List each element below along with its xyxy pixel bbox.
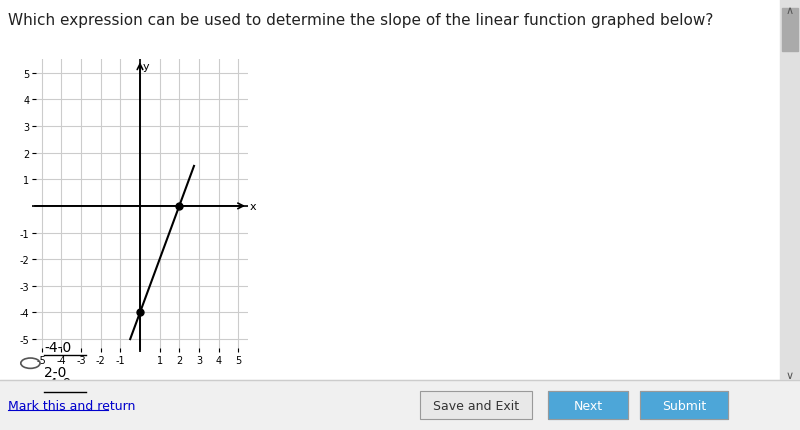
Text: 2-0: 2-0 (44, 366, 66, 379)
Text: Which expression can be used to determine the slope of the linear function graph: Which expression can be used to determin… (8, 13, 714, 28)
Text: -4-0: -4-0 (44, 340, 71, 354)
Text: y: y (143, 61, 150, 71)
Text: Save and Exit: Save and Exit (433, 399, 519, 412)
Text: ∧: ∧ (786, 6, 794, 16)
Text: -4-0: -4-0 (44, 377, 71, 390)
Text: Next: Next (574, 399, 602, 412)
Text: ∨: ∨ (786, 370, 794, 380)
Text: Submit: Submit (662, 399, 706, 412)
Text: Mark this and return: Mark this and return (8, 399, 135, 412)
Text: 0-2: 0-2 (44, 402, 66, 416)
Text: x: x (250, 201, 257, 212)
